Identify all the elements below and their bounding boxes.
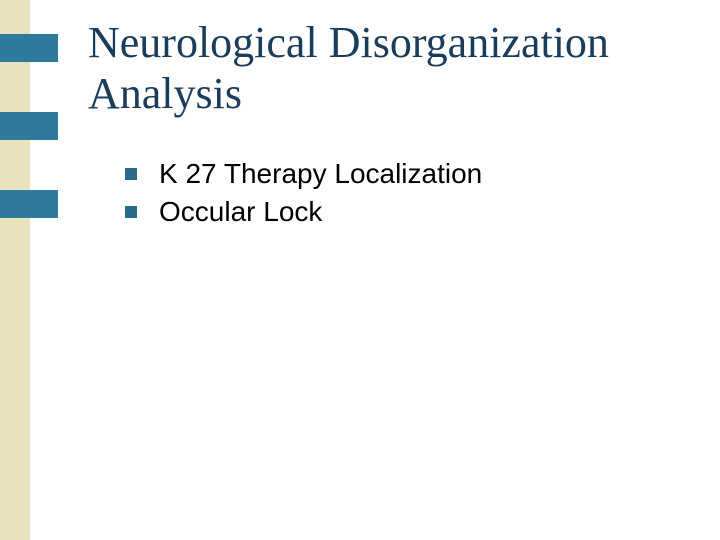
- list-item: K 27 Therapy Localization: [125, 158, 482, 190]
- title-line-1: Neurological Disorganization: [88, 18, 609, 67]
- bullet-marker-icon: [125, 206, 137, 218]
- bullet-marker-icon: [125, 168, 137, 180]
- slide-title: Neurological Disorganization Analysis: [88, 18, 609, 119]
- deco-block: [0, 112, 58, 140]
- list-item: Occular Lock: [125, 196, 482, 228]
- deco-block: [0, 0, 30, 34]
- bullet-list: K 27 Therapy Localization Occular Lock: [125, 158, 482, 234]
- deco-block: [0, 140, 30, 190]
- deco-block: [0, 34, 58, 62]
- bullet-text: K 27 Therapy Localization: [159, 158, 482, 190]
- deco-block: [0, 190, 58, 218]
- bullet-text: Occular Lock: [159, 196, 322, 228]
- deco-block: [0, 62, 30, 112]
- sidebar-decoration: [0, 0, 58, 540]
- title-line-2: Analysis: [88, 69, 242, 118]
- deco-block: [0, 218, 30, 540]
